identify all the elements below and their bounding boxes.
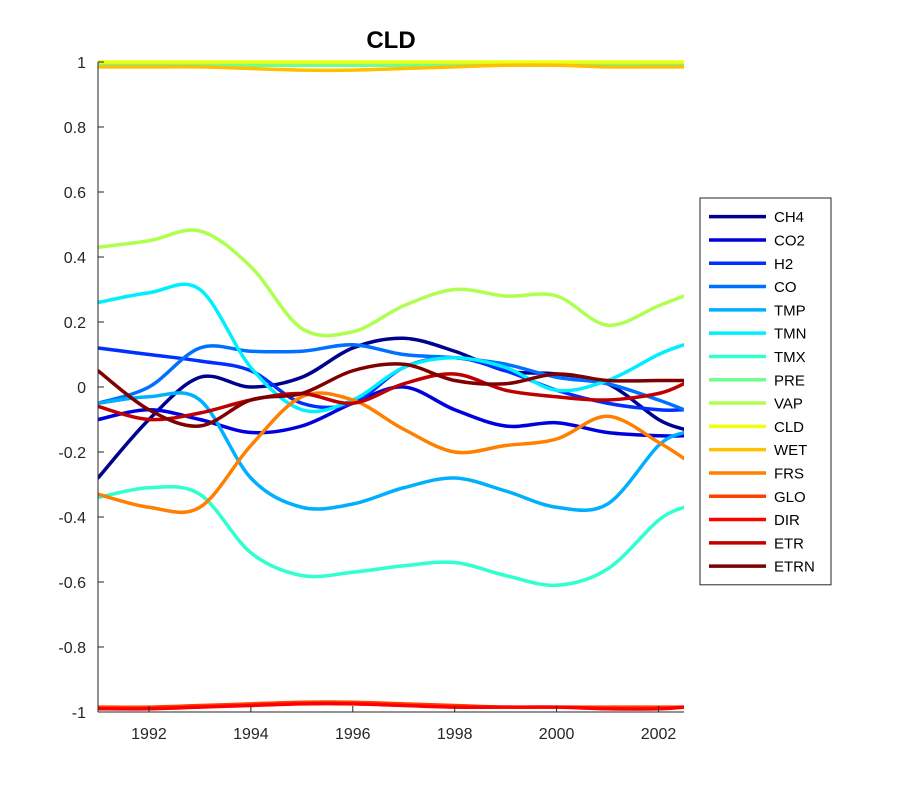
y-tick-label: 0.4 [64,250,86,267]
legend-label-glo: GLO [774,489,806,506]
series-line-vap [98,228,684,338]
y-tick-label: 0 [77,380,86,397]
y-tick-label: 1 [77,55,86,72]
legend-label-etrn: ETRN [774,559,815,576]
legend-label-wet: WET [774,442,807,459]
y-tick-label: -1 [72,705,86,722]
legend-label-cld: CLD [774,419,804,436]
series-line-frs [98,391,684,515]
legend-label-pre: PRE [774,372,805,389]
plot-area [98,60,684,711]
x-tick-label: 1996 [335,726,371,743]
series-line-wet [98,63,684,73]
y-tick-label: 0.8 [64,120,86,137]
series-line-tmx [98,484,684,588]
legend-label-h2: H2 [774,256,793,273]
y-tick-label: 0.2 [64,315,86,332]
legend: CH4 CO2 H2 CO TMP TMN TMX PRE VAP CLD WET FRS GLO DIR… [699,197,832,586]
y-tick-label: -0.6 [58,575,86,592]
y-tick-label: -0.2 [58,445,86,462]
legend-label-tmn: TMN [774,326,807,343]
series-line-etr [98,372,684,422]
legend-label-etr: ETR [774,535,804,552]
axes: -1 -0.8 -0.6 -0.4 -0.2 0 0.2 0.4 0.6 0.8 1 1992 1994… [58,55,684,743]
y-tick-label: 0.6 [64,185,86,202]
series-line-co [98,342,684,412]
legend-label-frs: FRS [774,465,804,482]
x-tick-label: 1992 [131,726,167,743]
legend-label-tmp: TMP [774,302,806,319]
chart-title: CLD [366,27,415,54]
legend-label-tmx: TMX [774,349,806,366]
legend-label-co: CO [774,279,797,296]
x-tick-label: 1998 [437,726,473,743]
series-line-dir [98,701,684,711]
legend-label-co2: CO2 [774,232,805,249]
legend-box [699,197,832,586]
y-tick-label: -0.8 [58,640,86,657]
series-line-co2 [98,385,684,438]
x-tick-label: 2000 [539,726,575,743]
legend-label-ch4: CH4 [774,209,804,226]
x-tick-label: 2002 [641,726,677,743]
x-tick-label: 1994 [233,726,269,743]
legend-label-dir: DIR [774,512,800,529]
series-line-etrn [98,362,684,428]
legend-label-vap: VAP [774,396,803,413]
y-tick-label: -0.4 [58,510,86,527]
series-line-tmp [98,391,684,513]
